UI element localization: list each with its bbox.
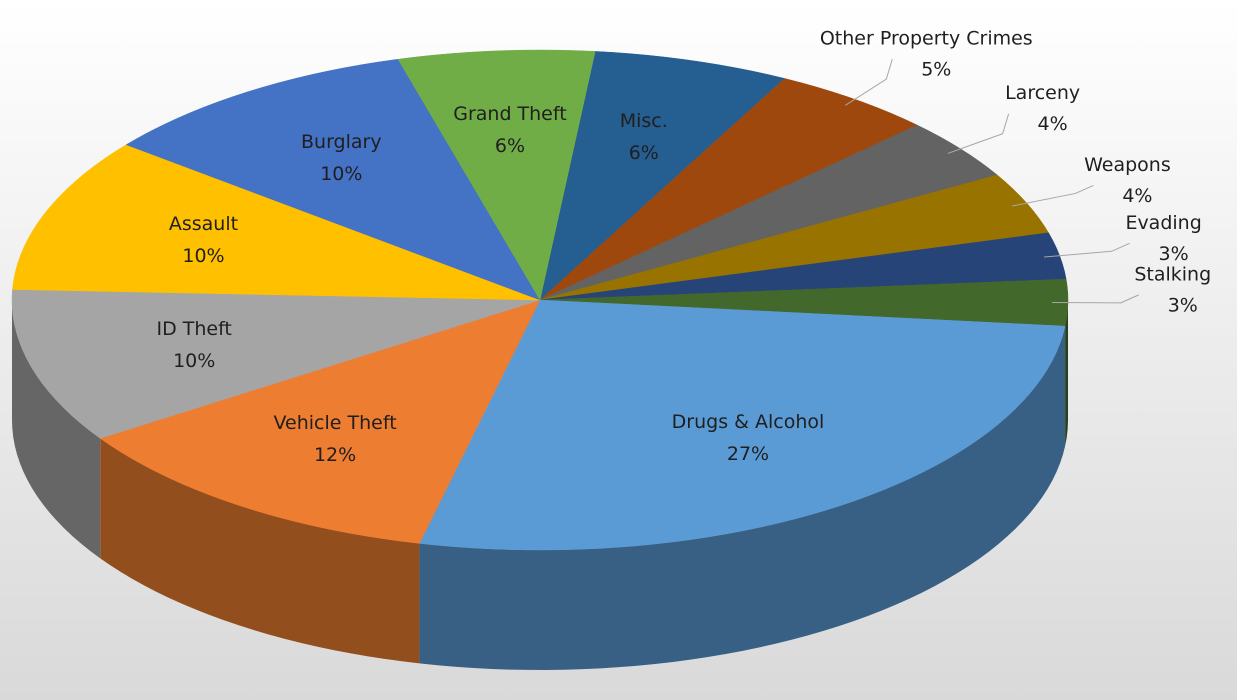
slice-name: Weapons	[1084, 154, 1171, 176]
slice-name: Stalking	[1134, 263, 1211, 285]
slice-value: 6%	[495, 135, 525, 157]
slice-value: 10%	[182, 245, 224, 267]
slice	[11, 289, 541, 439]
slice	[125, 58, 541, 301]
slice-name: ID Theft	[156, 318, 231, 340]
leader-line	[1052, 294, 1139, 304]
slice-value: 6%	[629, 142, 659, 164]
slice-value: 5%	[921, 59, 951, 81]
slice-side	[12, 300, 101, 559]
slice-name: Grand Theft	[453, 103, 566, 125]
pie-tops	[11, 49, 1069, 551]
slice	[99, 299, 541, 544]
labels: Misc. 6% Other Property Crimes 5% Larceny 4% W…	[156, 28, 1211, 466]
slice-side	[419, 326, 1066, 670]
slice-name: Misc.	[620, 110, 668, 132]
slice-value: 10%	[173, 350, 215, 372]
slice-name: Larceny	[1005, 82, 1080, 104]
leader-line	[845, 59, 893, 106]
slice-name: Other Property Crimes	[820, 28, 1033, 50]
pie-sides	[12, 300, 1068, 670]
slice	[397, 49, 596, 301]
slice-value: 4%	[1038, 113, 1068, 135]
slice-value: 27%	[727, 443, 769, 465]
slice	[419, 299, 1066, 551]
slice-name: Vehicle Theft	[274, 412, 397, 434]
leader-line	[1044, 242, 1130, 258]
slice-value: 4%	[1122, 185, 1152, 207]
slice-value: 12%	[314, 444, 356, 466]
slice-value: 3%	[1168, 294, 1198, 316]
slice	[12, 144, 541, 301]
slice-value: 10%	[320, 163, 362, 185]
slice-side	[100, 438, 420, 664]
slice	[539, 51, 786, 301]
slice-name: Burglary	[301, 131, 382, 153]
leader-line	[1012, 184, 1094, 207]
slice-side	[1065, 300, 1068, 447]
slice-name: Assault	[169, 213, 238, 235]
slice-value: 3%	[1159, 243, 1189, 265]
slice-name: Drugs & Alcohol	[672, 411, 825, 433]
slice-name: Evading	[1125, 212, 1201, 234]
leader-line	[947, 113, 1010, 154]
